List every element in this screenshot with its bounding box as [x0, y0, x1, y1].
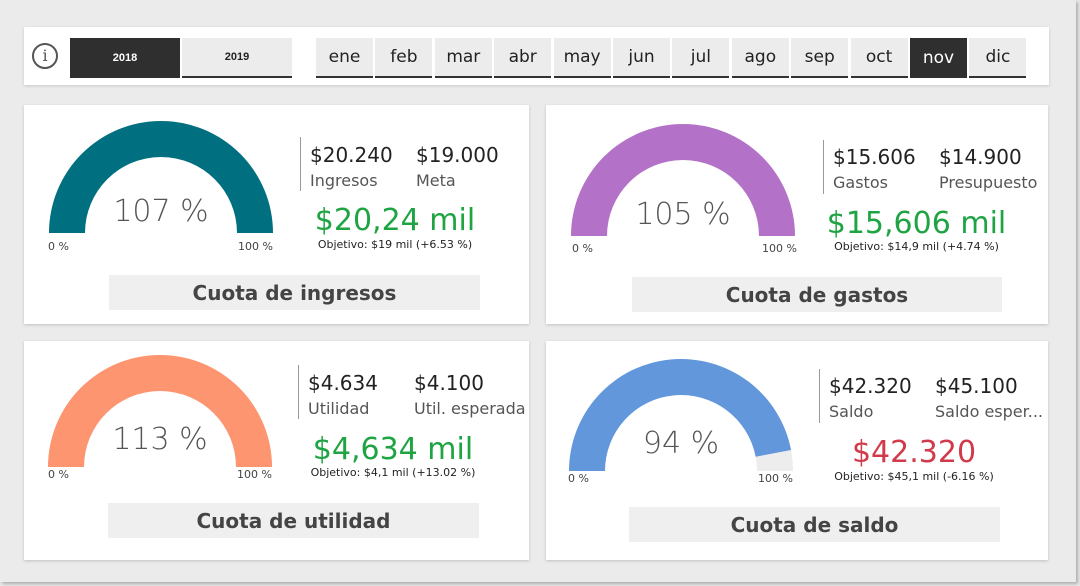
month-ago-button[interactable]: ago [731, 38, 789, 78]
card-ingresos: 107 % 0 % 100 % $20.240 Ingresos $19.000… [24, 105, 529, 324]
gauge-min-label: 0 % [48, 240, 69, 253]
month-sep-button[interactable]: sep [791, 38, 849, 78]
month-ene-button[interactable]: ene [316, 38, 373, 78]
card-title: Cuota de ingresos [109, 275, 480, 310]
card-title: Cuota de utilidad [108, 503, 479, 538]
gauge-utilidad [48, 354, 272, 467]
objective-text: Objetivo: $45,1 mil (-6.16 %) [834, 470, 994, 483]
gauge-min-label: 0 % [568, 472, 589, 485]
kpi-separator [300, 137, 301, 191]
kpi-value: $42.320 [829, 374, 912, 398]
gauge-max-label: 100 % [237, 468, 272, 481]
kpi-target: $14.900 [939, 145, 1022, 169]
kpi-target: $4.100 [414, 371, 484, 395]
card-utilidad: 113 % 0 % 100 % $4.634 Utilidad $4.100 U… [24, 341, 529, 560]
month-jun-button[interactable]: jun [613, 38, 670, 78]
kpi-target-label: Util. esperada [414, 399, 526, 418]
card-title: Cuota de saldo [629, 507, 1000, 542]
gauge-max-label: 100 % [238, 240, 273, 253]
actual-value: $4,634 mil [312, 432, 474, 467]
objective-text: Objetivo: $4,1 mil (+13.02 %) [310, 466, 476, 479]
gauge-max-label: 100 % [762, 242, 797, 255]
year-2018-button[interactable]: 2018 [70, 38, 180, 78]
gauge-saldo [569, 358, 793, 471]
filter-toolbar: i 2018 2019 ene feb mar abr may jun jul ago sep oc… [24, 27, 1049, 85]
gauge-percent-label: 94 % [642, 426, 720, 461]
kpi-separator [819, 369, 820, 423]
gauge-min-label: 0 % [572, 242, 593, 255]
year-2019-button[interactable]: 2019 [182, 38, 292, 78]
kpi-separator [298, 365, 299, 419]
kpi-value-label: Gastos [833, 173, 888, 192]
gauge-ingresos [49, 120, 273, 233]
kpi-value-label: Ingresos [310, 171, 378, 190]
month-jul-button[interactable]: jul [672, 38, 730, 78]
kpi-separator [823, 140, 824, 194]
kpi-target-label: Presupuesto [939, 173, 1038, 192]
kpi-value: $4.634 [308, 371, 378, 395]
kpi-value-label: Utilidad [308, 399, 370, 418]
kpi-target: $45.100 [935, 374, 1018, 398]
month-feb-button[interactable]: feb [375, 38, 433, 78]
gauge-max-label: 100 % [758, 472, 793, 485]
card-saldo: 94 % 0 % 100 % $42.320 Saldo $45.100 Sal… [546, 341, 1048, 560]
gauge-gastos [571, 123, 795, 236]
gauge-percent-label: 113 % [112, 422, 208, 457]
card-gastos: 105 % 0 % 100 % $15.606 Gastos $14.900 P… [546, 105, 1048, 324]
month-oct-button[interactable]: oct [850, 38, 908, 78]
month-nov-button[interactable]: nov [910, 38, 967, 78]
gauge-fill [49, 120, 273, 233]
actual-value: $15,606 mil [826, 206, 1007, 241]
gauge-fill [48, 354, 272, 467]
month-mar-button[interactable]: mar [434, 38, 492, 78]
actual-value: $20,24 mil [314, 203, 476, 238]
month-may-button[interactable]: may [553, 38, 611, 78]
kpi-target: $19.000 [416, 143, 499, 167]
kpi-value: $20.240 [310, 143, 393, 167]
objective-text: Objetivo: $19 mil (+6.53 %) [317, 238, 473, 251]
actual-value: $42.320 [851, 435, 977, 470]
info-icon[interactable]: i [32, 43, 58, 69]
gauge-min-label: 0 % [48, 468, 69, 481]
kpi-target-label: Meta [416, 171, 456, 190]
kpi-value: $15.606 [833, 145, 916, 169]
gauge-percent-label: 107 % [113, 194, 209, 229]
kpi-target-label: Saldo esper... [935, 402, 1043, 421]
gauge-fill [571, 123, 795, 236]
card-title: Cuota de gastos [632, 277, 1002, 312]
gauge-percent-label: 105 % [635, 197, 731, 232]
month-abr-button[interactable]: abr [494, 38, 552, 78]
objective-text: Objetivo: $14,9 mil (+4.74 %) [834, 240, 999, 253]
month-dic-button[interactable]: dic [969, 38, 1027, 78]
kpi-value-label: Saldo [829, 402, 874, 421]
gauge-fill [569, 358, 792, 471]
